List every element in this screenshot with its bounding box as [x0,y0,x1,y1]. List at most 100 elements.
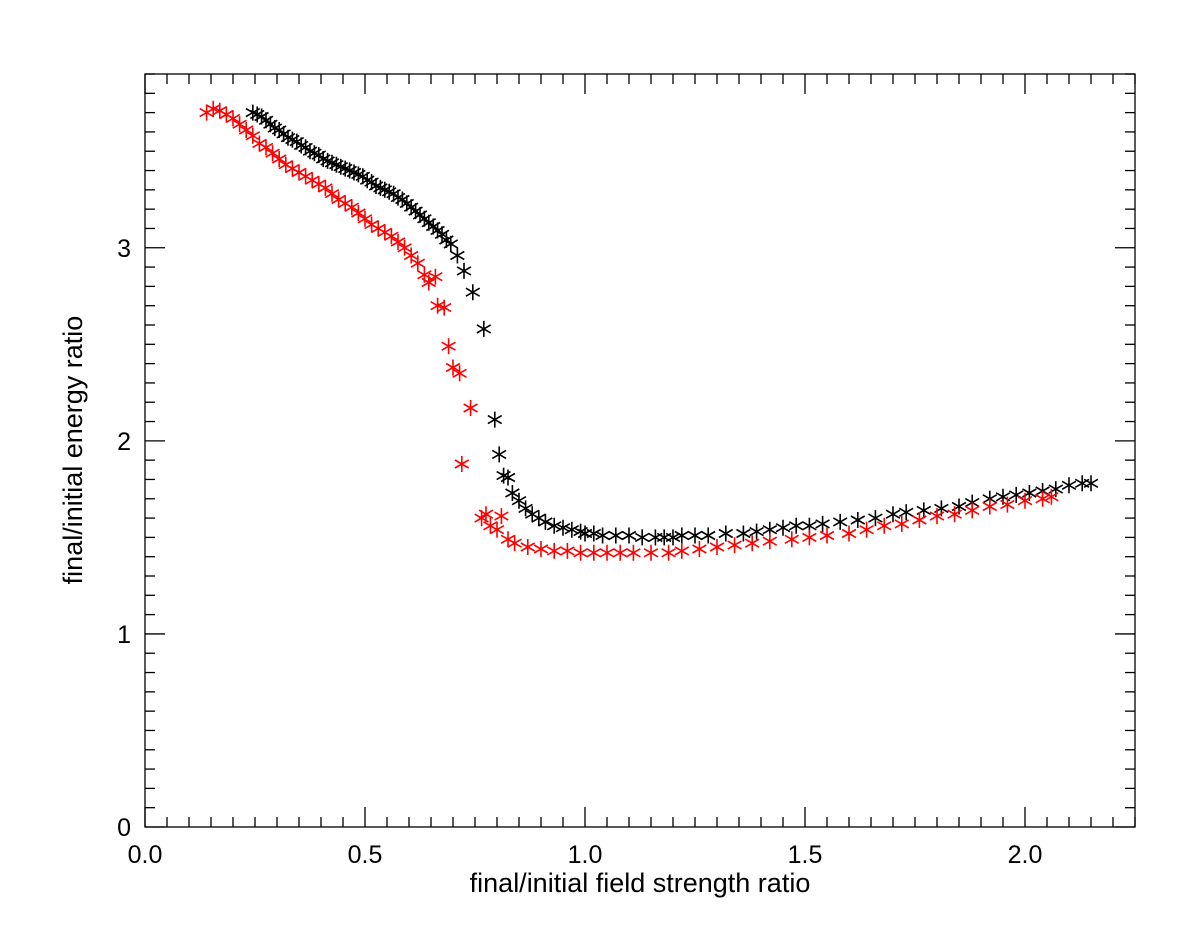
data-point [665,529,681,546]
data-point [421,274,437,291]
data-point [452,365,467,382]
data-point [232,116,247,133]
data-point [533,541,549,557]
data-point [436,299,452,316]
data-point [850,512,866,528]
data-point [546,517,562,534]
data-point [465,284,481,301]
data-point [573,544,588,561]
data-point [1017,492,1033,509]
data-point [643,544,659,561]
data-point [428,268,443,285]
data-point [898,504,914,521]
data-point [518,500,533,517]
data-point [1061,477,1077,494]
data-markers [199,100,1099,561]
data-point [802,529,817,546]
data-point [318,179,333,196]
x-axis-label: final/initial field strength ratio [470,868,811,898]
data-point [626,544,641,561]
data-point [1074,475,1090,492]
data-point [403,247,419,264]
data-point [612,544,628,561]
data-point [238,122,254,138]
data-point [736,525,751,542]
data-point [586,525,602,542]
data-point [538,513,553,530]
data-point [463,400,478,416]
data-point [586,544,602,561]
data-point [749,523,764,540]
data-point [648,529,663,546]
data-point [885,506,901,523]
data-point [476,320,492,337]
data-point [555,519,571,536]
data-point [674,542,690,559]
data-point [410,255,426,272]
axis-tick-labels: 0.0 0.5 1.0 1.5 2.0 0 1 2 3 [117,235,1042,869]
y-axis-label: final/initial energy ratio [58,316,88,585]
axis-ticks [144,73,1136,828]
series-1 [245,104,1099,546]
data-point [344,199,360,216]
data-point [947,506,962,523]
data-point [661,544,676,561]
data-point [634,529,650,546]
data-point [324,185,340,202]
data-point [258,139,274,156]
data-point [709,539,725,555]
data-point [487,411,503,428]
y-tick-label: 2 [117,428,131,456]
data-point [841,525,857,542]
data-point [454,456,470,472]
data-point [656,529,672,546]
data-point [390,234,406,250]
data-point [1083,475,1099,492]
data-point [674,527,690,544]
data-point [357,210,373,227]
data-point [599,544,615,561]
x-tick-label: 2.0 [1008,841,1043,869]
x-tick-label: 0.5 [348,841,383,869]
data-point [478,506,494,523]
data-point [560,542,575,559]
data-point [245,127,261,144]
data-point [505,485,520,501]
x-tick-label: 1.0 [568,841,603,869]
data-point [859,521,874,538]
data-point [520,539,536,555]
data-point [511,492,527,509]
data-point [727,537,742,554]
data-point [718,525,734,542]
data-point [964,502,980,519]
y-tick-label: 1 [117,621,131,649]
data-point [982,498,998,515]
data-point [621,527,637,544]
data-point [351,205,366,221]
data-point [762,533,778,550]
data-point [692,541,707,557]
data-point [1035,490,1050,507]
data-point [1000,496,1015,513]
data-point [744,535,760,552]
data-point [1008,486,1024,503]
data-point [445,359,461,376]
data-point [265,145,280,162]
data-point [608,527,624,544]
series-2 [199,100,1059,561]
data-point [450,247,465,264]
data-point [784,531,800,548]
data-point [456,262,472,279]
data-point [384,228,399,245]
data-point [687,527,703,544]
data-point [271,151,287,167]
data-point [700,527,716,544]
plot-frame [144,73,1136,828]
data-point [912,512,927,528]
data-point [775,519,791,536]
y-tick-label: 3 [117,235,131,263]
x-tick-label: 1.5 [788,841,823,869]
data-point [832,513,848,530]
data-point [397,239,412,256]
data-point [494,508,509,525]
